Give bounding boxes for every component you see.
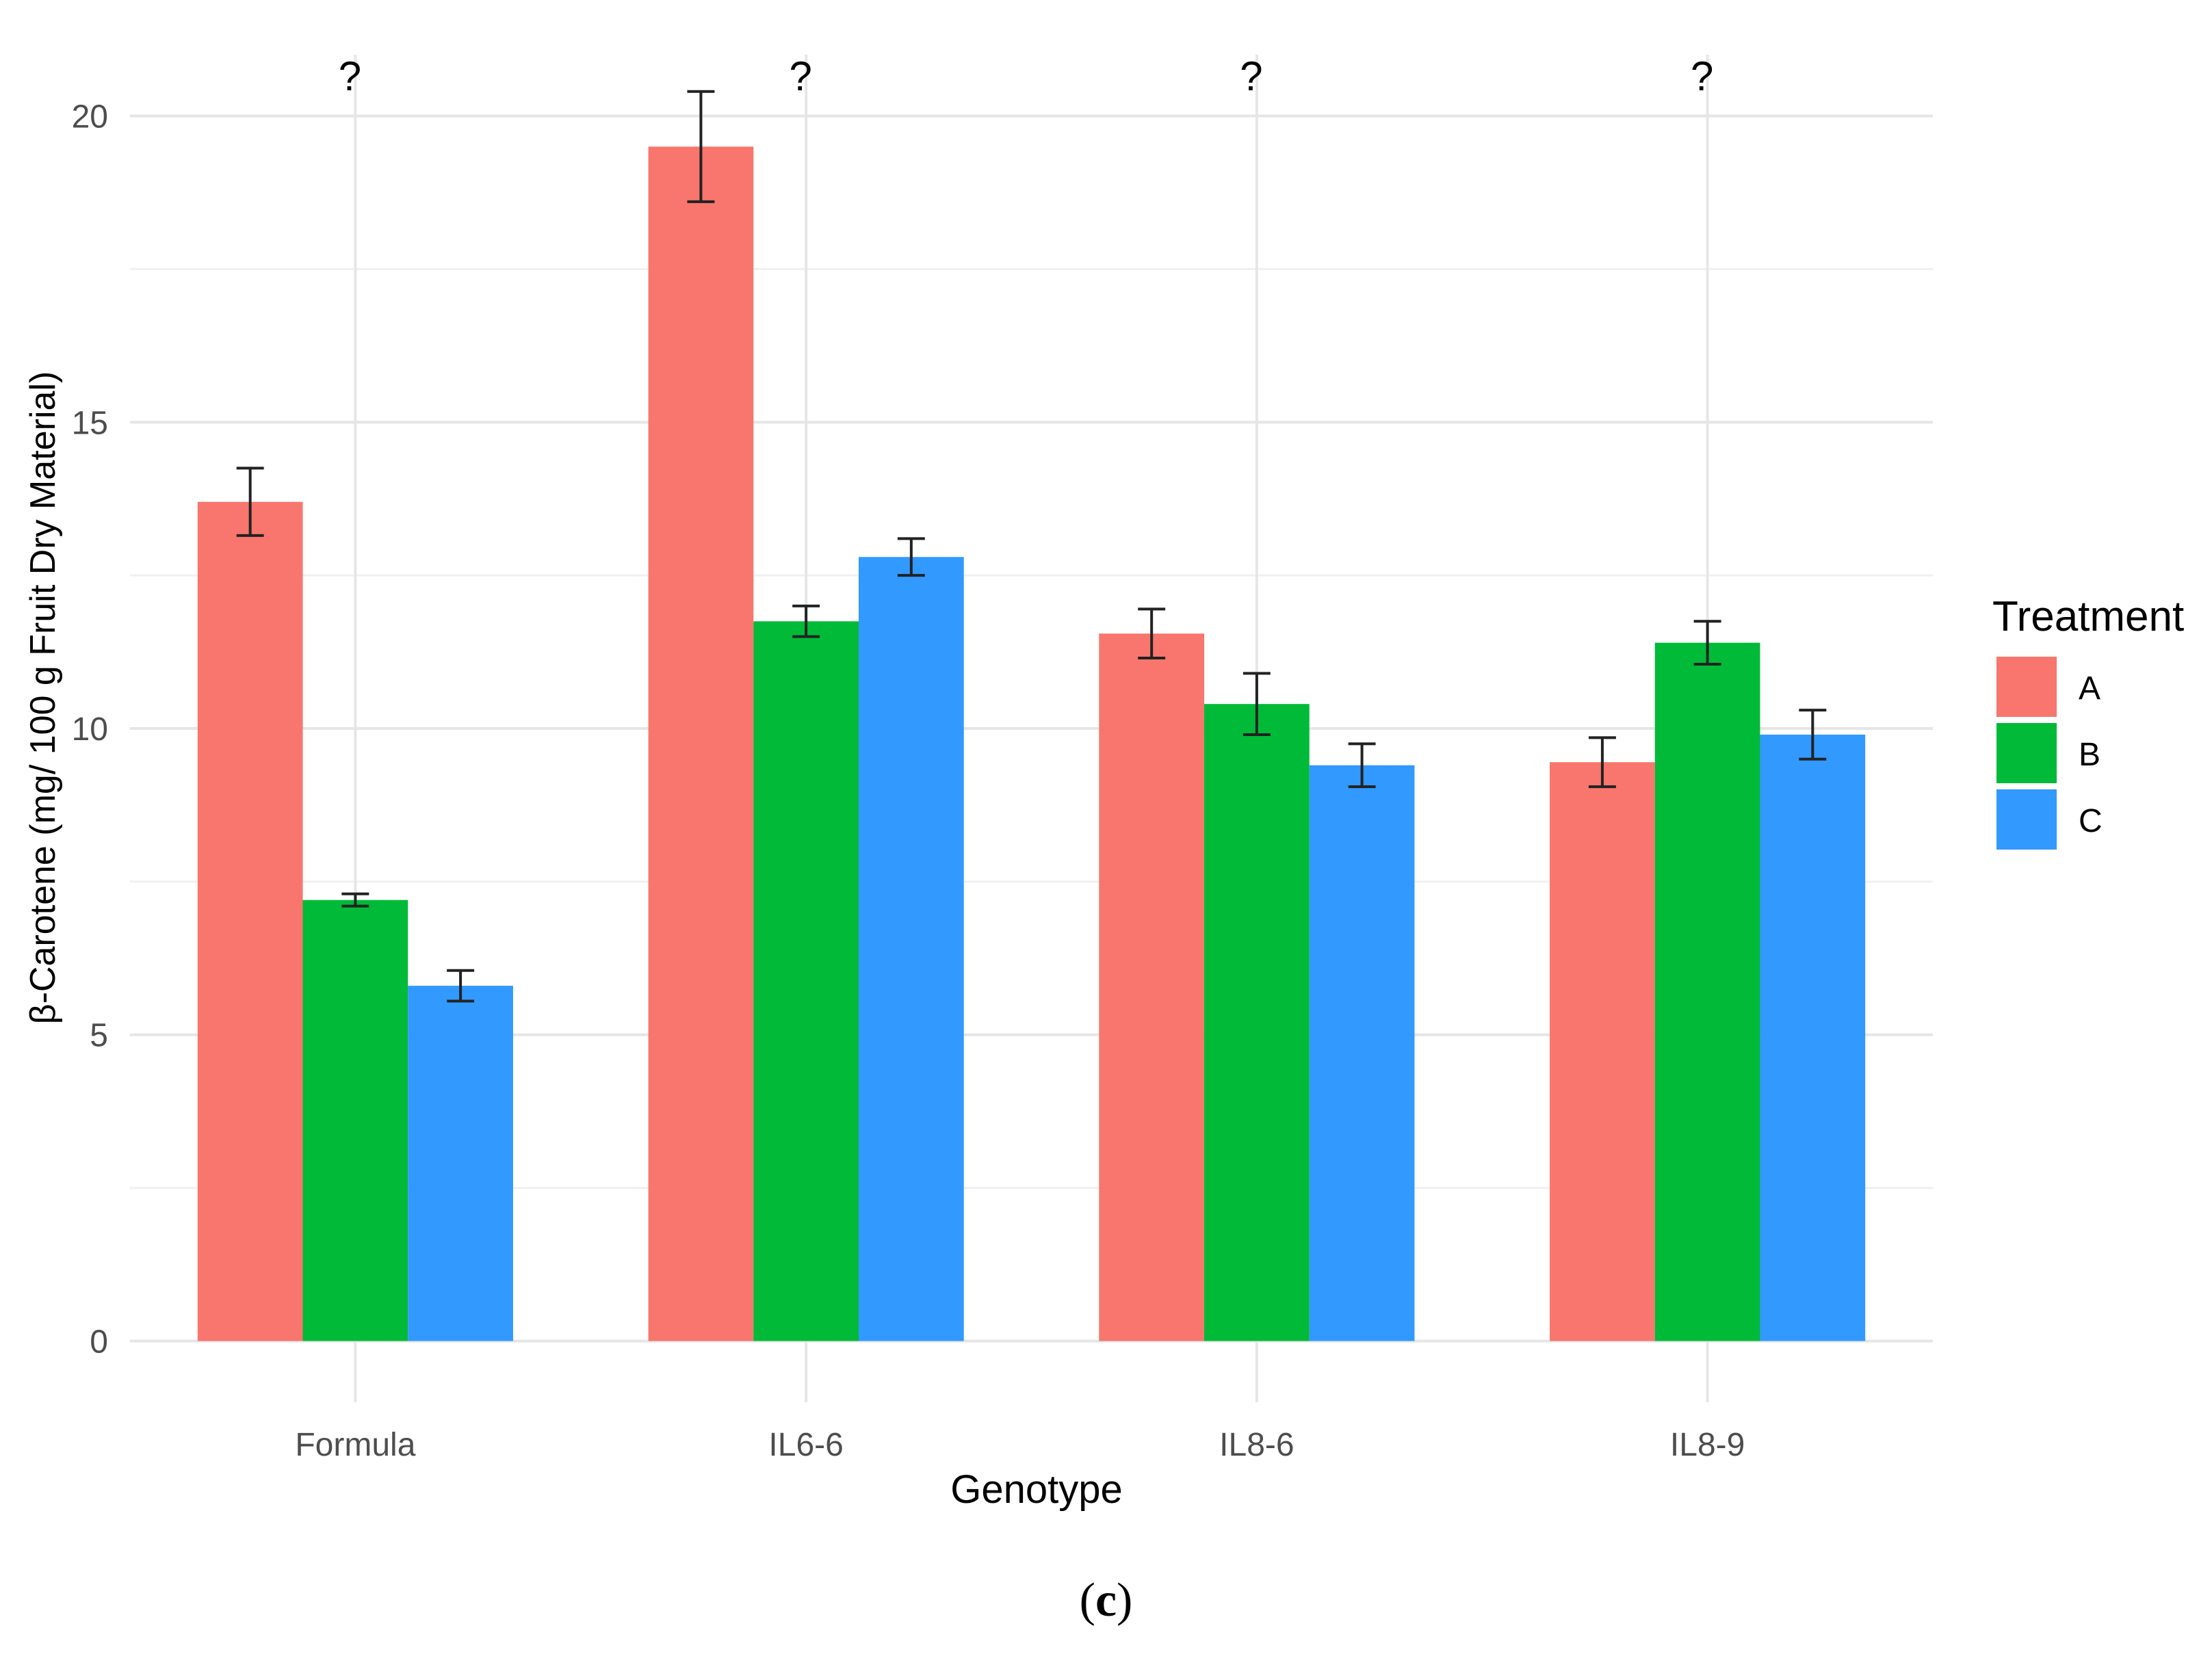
caption-open-paren: ( xyxy=(1079,1574,1095,1627)
x-tick-labels: Formula IL6-6 IL8-6 IL8-9 xyxy=(295,1427,1745,1463)
group-annotation: ? xyxy=(789,53,811,99)
y-axis-label: β-Carotene (mg/ 100 g Fruit Dry Material… xyxy=(23,371,63,1025)
bar-A-IL8-9 xyxy=(1550,762,1655,1341)
x-tick-label: IL8-9 xyxy=(1670,1427,1745,1463)
error-bar-C-IL6-6 xyxy=(897,537,925,577)
x-tick-label: IL8-6 xyxy=(1219,1427,1294,1463)
legend-item-B: B xyxy=(1996,723,2100,783)
legend-label: C xyxy=(2079,803,2103,839)
legend-label: B xyxy=(2079,737,2100,773)
legend-item-A: A xyxy=(1996,657,2100,717)
y-tick-label: 10 xyxy=(72,711,108,748)
error-bar-C-Formula xyxy=(447,969,475,1003)
bar-B-Formula xyxy=(302,900,408,1341)
bar-A-IL6-6 xyxy=(648,146,754,1341)
bar-B-IL6-6 xyxy=(753,621,859,1341)
bar-C-Formula xyxy=(408,986,513,1341)
caption-close-paren: ) xyxy=(1117,1574,1133,1627)
error-bars xyxy=(236,90,1827,1003)
error-bar-B-IL6-6 xyxy=(792,604,820,638)
error-bar-C-IL8-6 xyxy=(1348,742,1376,789)
y-tick-label: 15 xyxy=(72,405,108,441)
figure-caption: (c) xyxy=(0,1573,2212,1628)
legend-label: A xyxy=(2079,670,2100,707)
legend-items: ABC xyxy=(1996,657,2103,850)
bar-B-IL8-6 xyxy=(1204,704,1310,1341)
bar-C-IL8-9 xyxy=(1760,734,1866,1341)
error-bar-C-IL8-9 xyxy=(1799,709,1827,761)
bar-B-IL8-9 xyxy=(1654,642,1760,1341)
legend-swatch xyxy=(1996,657,2057,717)
caption-letter: c xyxy=(1095,1574,1117,1627)
legend-title: Treatment xyxy=(1992,593,2184,640)
annotations: ???? xyxy=(339,53,1714,99)
error-bar-A-IL6-6 xyxy=(687,90,715,203)
bars xyxy=(197,146,1866,1341)
error-bar-A-IL8-6 xyxy=(1138,607,1166,660)
bar-A-Formula xyxy=(197,501,303,1341)
error-bar-B-Formula xyxy=(341,892,369,908)
x-tick-label: IL6-6 xyxy=(768,1427,843,1463)
y-tick-label: 20 xyxy=(72,99,108,135)
error-bar-B-IL8-9 xyxy=(1693,620,1721,666)
group-annotation: ? xyxy=(1691,53,1713,99)
error-bar-B-IL8-6 xyxy=(1242,672,1271,736)
bar-C-IL8-6 xyxy=(1309,765,1415,1341)
error-bar-A-Formula xyxy=(236,467,264,537)
x-tick-label: Formula xyxy=(295,1427,415,1463)
legend-item-C: C xyxy=(1996,789,2103,850)
group-annotation: ? xyxy=(1240,53,1262,99)
error-bar-A-IL8-9 xyxy=(1588,736,1616,789)
legend-swatch xyxy=(1996,789,2057,850)
group-annotation: ? xyxy=(339,53,361,99)
y-tick-labels: 0 5 10 15 20 xyxy=(72,99,108,1361)
bar-A-IL8-6 xyxy=(1099,633,1205,1341)
x-axis-label: Genotype xyxy=(950,1467,1123,1512)
legend-swatch xyxy=(1996,723,2057,783)
bar-C-IL6-6 xyxy=(858,557,964,1341)
legend: Treatment ABC xyxy=(1992,593,2184,850)
y-tick-label: 5 xyxy=(90,1018,108,1054)
y-tick-label: 0 xyxy=(90,1324,108,1360)
